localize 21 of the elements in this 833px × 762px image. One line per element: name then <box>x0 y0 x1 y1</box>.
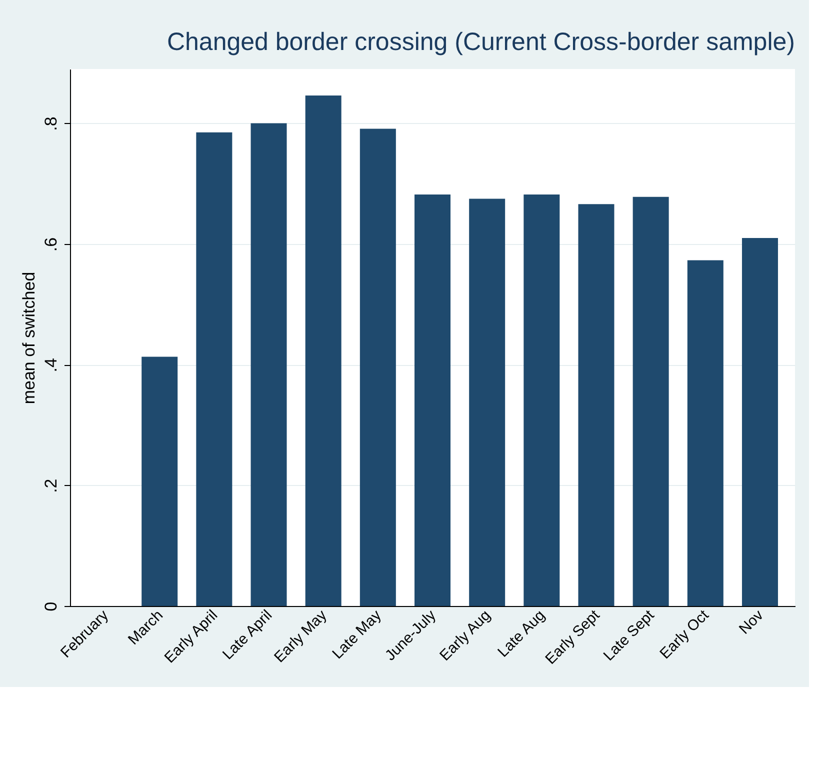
y-tick-label: 0 <box>42 602 60 612</box>
chart-title: Changed border crossing (Current Cross-border sample) <box>166 28 795 56</box>
y-tick-label: .6 <box>42 237 60 252</box>
bar <box>196 132 232 606</box>
bar <box>414 194 450 606</box>
y-tick-label: .4 <box>42 358 60 372</box>
y-axis-title: mean of switched <box>20 272 38 404</box>
bar <box>524 194 560 606</box>
bar <box>742 238 778 606</box>
x-tick-label: Nov <box>736 606 768 638</box>
bar <box>578 204 614 606</box>
bar <box>305 96 342 606</box>
bar <box>469 198 506 606</box>
y-tick-label: .2 <box>42 478 60 493</box>
bar <box>632 196 669 606</box>
bar <box>360 128 396 606</box>
bar <box>250 123 287 606</box>
bar <box>687 260 724 606</box>
bar <box>142 356 178 606</box>
x-tick-label: Late May <box>329 606 386 662</box>
y-tick-label: .8 <box>42 116 60 131</box>
